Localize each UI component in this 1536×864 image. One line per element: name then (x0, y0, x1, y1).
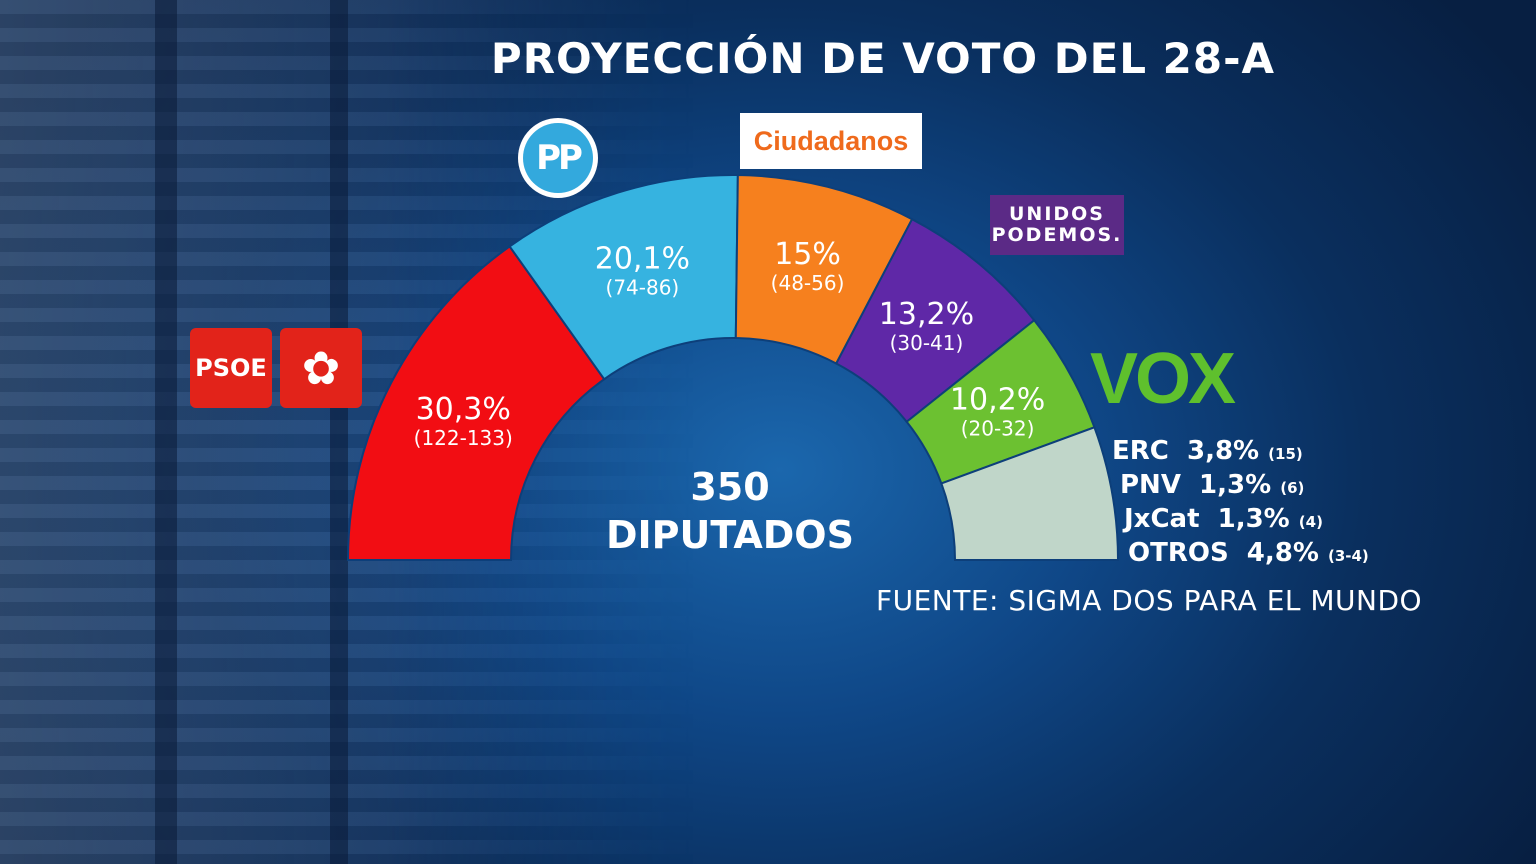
minor-party-pct: 3,8% (1186, 436, 1260, 466)
minor-party-pct: 1,3% (1199, 470, 1272, 500)
vox-logo: VOX (1090, 339, 1236, 419)
minor-party-row: JxCat 1,3% (4) (1124, 504, 1369, 538)
slice-others (940, 426, 1120, 561)
slice-seats-label: (20-32) (961, 416, 1035, 440)
slice-psoe (346, 245, 606, 561)
psoe-rose-icon: ✿ (280, 328, 362, 408)
minor-party-row: OTROS 4,8% (3-4) (1128, 538, 1369, 572)
minor-parties-list: ERC 3,8% (15) PNV 1,3% (6) JxCat 1,3% (4… (1112, 436, 1369, 572)
source-note: FUENTE: SIGMA DOS PARA EL MUNDO (876, 584, 1423, 617)
slice-percent-label: 10,2% (950, 382, 1045, 417)
total-seats: 350 (690, 465, 769, 509)
minor-party-name: PNV (1120, 470, 1181, 500)
unidos-podemos-logo: UNIDOS PODEMOS. (990, 195, 1124, 255)
hemicycle-labels: 30,3%(122-133) 20,1%(74-86) 15%(48-56) 13,2… (414, 237, 1046, 450)
podemos-logo-line1: UNIDOS (1008, 203, 1105, 225)
hemicycle-slices (346, 174, 1120, 561)
chart-title: PROYECCIÓN DE VOTO DEL 28-A (490, 34, 1276, 83)
total-label: DIPUTADOS (606, 513, 854, 557)
podemos-logo-line2: PODEMOS. (991, 224, 1123, 246)
slice-seats-label: (48-56) (771, 271, 845, 295)
pp-logo-text: PP (523, 123, 593, 193)
minor-party-seats: (15) (1268, 445, 1303, 463)
pp-logo: PP (518, 118, 598, 198)
psoe-logo-text: PSOE (195, 354, 267, 382)
slice-percent-label: 15% (774, 237, 841, 272)
minor-party-seats: (3-4) (1327, 547, 1369, 565)
ciudadanos-logo: Ciudadanos (740, 113, 922, 169)
slice-seats-label: (122-133) (414, 426, 513, 450)
slice-percent-label: 30,3% (416, 392, 511, 427)
slice-percent-label: 20,1% (595, 241, 690, 276)
psoe-logo: PSOE (190, 328, 272, 408)
minor-party-row: ERC 3,8% (15) (1112, 436, 1369, 470)
slice-percent-label: 13,2% (879, 297, 974, 332)
minor-party-name: ERC (1112, 436, 1169, 466)
background-pillar (330, 0, 348, 864)
minor-party-pct: 1,3% (1217, 504, 1290, 534)
minor-party-seats: (6) (1280, 479, 1305, 497)
slice-seats-label: (74-86) (606, 275, 680, 299)
minor-party-seats: (4) (1298, 513, 1323, 531)
background-pillar (155, 0, 177, 864)
minor-party-name: OTROS (1128, 538, 1229, 568)
minor-party-name: JxCat (1124, 504, 1200, 534)
minor-party-row: PNV 1,3% (6) (1120, 470, 1369, 504)
minor-party-pct: 4,8% (1246, 538, 1319, 568)
slice-seats-label: (30-41) (890, 331, 964, 355)
